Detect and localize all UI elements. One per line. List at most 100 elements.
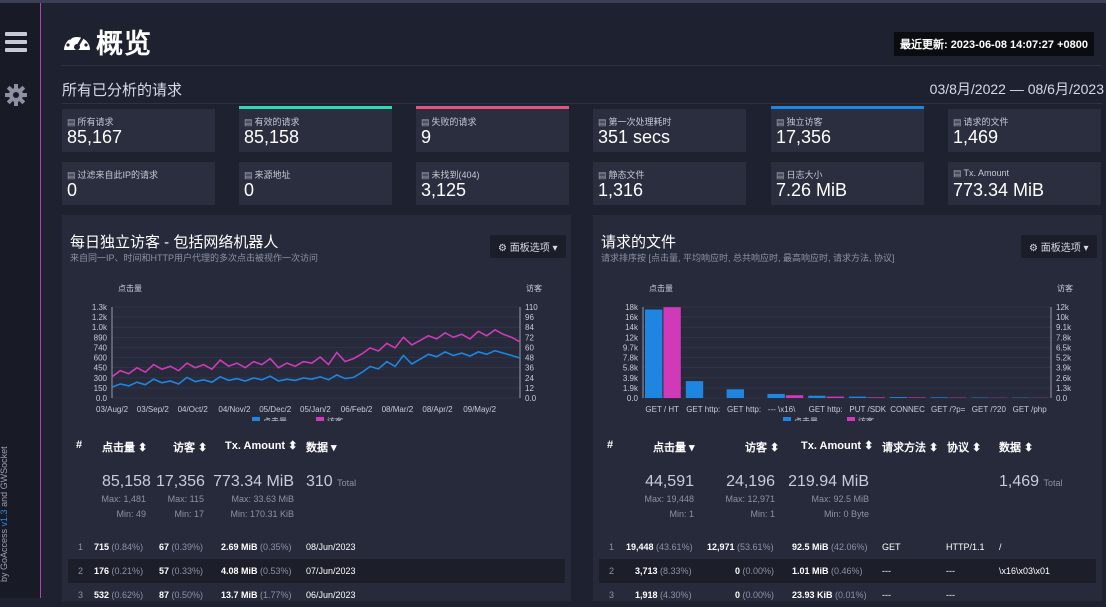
col-header-tx[interactable]: Tx. Amount ⬍ [801, 439, 873, 452]
table-row[interactable]: 2 176 (0.21%) 57 (0.33%) 4.08 MiB (0.53%… [68, 559, 565, 583]
col-header-visitors[interactable]: 访客 ⬍ [173, 439, 207, 455]
x-tick-label: 08/Mar/2 [382, 405, 414, 414]
col-header-method[interactable]: 请求方法 ⬍ [882, 439, 938, 455]
summary-tx-min: Min: 0 Byte [783, 509, 869, 519]
visitors-chart: 点击量访客1.3k1.2k1.0k8907406004503001500.011… [62, 281, 571, 421]
row-method: --- [882, 590, 891, 600]
y-axis-title: 点击量 [649, 283, 673, 293]
y-tick-label: 450 [94, 364, 108, 373]
stat-label: Tx. Amount [964, 168, 1010, 178]
overview-subtitle: 所有已分析的请求 [62, 79, 182, 100]
visitors-bar [827, 397, 844, 398]
x-tick-label: GET http: [727, 405, 761, 414]
y-tick-label: 16k [625, 313, 639, 322]
row-visitors: 12,971 (53.61%) [707, 542, 774, 552]
y-axis-title: 点击量 [118, 283, 142, 293]
y2-tick-label: 0.0 [525, 394, 537, 403]
panel-options-button[interactable]: ⚙ 面板选项 ▾ [1021, 235, 1097, 258]
stat-label: 请求的文件 [964, 117, 1009, 127]
col-header-hits[interactable]: 点击量 ▾ [653, 439, 695, 455]
stat-label: 静态文件 [609, 170, 645, 180]
legend-label-hits: 点击量 [794, 416, 818, 421]
x-tick-label: PUT /SDK [849, 405, 886, 414]
col-header-tx-label: Tx. Amount [225, 440, 285, 452]
last-updated: 最近更新: 2023-06-08 14:07:27 +0800 [894, 32, 1094, 56]
y-tick-label: 890 [94, 333, 108, 342]
table-row[interactable]: 3 532 (0.62%) 87 (0.50%) 13.7 MiB (1.77%… [68, 583, 565, 607]
legend-swatch-hits [252, 417, 260, 421]
row-visitors: 87 (0.50%) [159, 590, 203, 600]
stat-value: 0 [244, 180, 254, 201]
summary-hits: 44,591 [633, 473, 694, 491]
row-method: GET [882, 542, 901, 552]
stat-value: 7.26 MiB [776, 180, 847, 201]
panel-options-button[interactable]: ⚙ 面板选项 ▾ [490, 235, 566, 258]
visitors-panel: 每日独立访客 - 包括网络机器人 来自同一IP、时间和HTTP用户代理的多次点击… [62, 215, 571, 601]
x-tick-label: 04/Nov/2 [218, 405, 251, 414]
hits-bar [767, 394, 784, 398]
x-tick-label: GET http: [686, 405, 720, 414]
col-header-tx[interactable]: Tx. Amount ⬍ [225, 439, 297, 452]
x-tick-label: GET /?p= [931, 405, 966, 414]
table-row[interactable]: 1 19,448 (43.61%) 12,971 (53.61%) 92.5 M… [599, 535, 1096, 559]
visitors-bar [663, 307, 680, 398]
col-header-data[interactable]: 数据 ▾ [306, 439, 337, 455]
table-row[interactable]: 1 715 (0.84%) 67 (0.39%) 2.69 MiB (0.35%… [68, 535, 565, 559]
summary-visitors-min: Min: 17 [152, 509, 204, 519]
col-header-data[interactable]: 数据 ⬍ [999, 439, 1033, 455]
legend-label-visitors: 访客 [858, 416, 874, 421]
y-tick-label: 0.0 [627, 394, 639, 403]
version-link[interactable]: v1.3 [0, 509, 9, 526]
col-header-hits[interactable]: 点击量 ⬍ [102, 439, 147, 455]
y-tick-label: 14k [625, 323, 639, 332]
hits-bar [849, 397, 866, 398]
col-header-visitors[interactable]: 访客 ⬍ [745, 439, 779, 455]
legend-label-hits: 点击量 [263, 416, 287, 421]
y2-tick-label: 12k [1056, 303, 1070, 312]
hits-bar [931, 397, 948, 398]
stat-label: 独立访客 [787, 117, 823, 127]
panel-description: 来自同一IP、时间和HTTP用户代理的多次点击被视作一次访问 [70, 251, 318, 264]
y2-tick-label: 96 [525, 313, 534, 322]
gear-icon[interactable] [4, 83, 28, 107]
summary-data-suffix: Total [337, 478, 356, 488]
panel-options-label: 面板选项 [1041, 243, 1081, 254]
stat-label: 过滤来自此IP的请求 [78, 170, 159, 180]
table-row[interactable]: 2 3,713 (8.33%) 0 (0.00%) 1.01 MiB (0.46… [599, 559, 1096, 583]
col-header-index: # [76, 439, 82, 451]
stat-value: 85,158 [244, 127, 299, 148]
col-header-tx-label: Tx. Amount [801, 440, 861, 452]
stat-value: 1,469 [953, 127, 998, 148]
files-panel: 请求的文件 请求排序按 [点击量, 平均响应时, 总共响应时, 最高响应时, 请… [593, 215, 1102, 601]
table-row[interactable]: 3 1,918 (4.30%) 0 (0.00%) 23.93 KiB (0.0… [599, 583, 1096, 607]
col-header-protocol[interactable]: 协议 ⬍ [947, 439, 981, 455]
col-header-data-label: 数据 [999, 442, 1021, 454]
footer-prefix: by GoAccess [0, 529, 9, 582]
dashboard-gauge-icon [62, 28, 92, 54]
stat-label: 失败的请求 [432, 117, 477, 127]
col-header-data-label: 数据 [306, 442, 328, 454]
row-hits: 176 (0.21%) [94, 566, 143, 576]
y-tick-label: 3.9k [623, 374, 639, 383]
menu-icon[interactable] [3, 29, 29, 55]
row-hits: 19,448 (43.61%) [626, 542, 693, 552]
x-tick-label: GET / HT [645, 405, 679, 414]
y2-tick-label: 84 [525, 323, 534, 332]
x-tick-label: GET /php [1013, 405, 1048, 414]
row-protocol: --- [946, 590, 955, 600]
summary-tx-max: Max: 92.5 MiB [783, 494, 869, 504]
legend-swatch-visitors [316, 417, 324, 421]
y2-tick-label: 9.1k [1056, 323, 1072, 332]
col-header-hits-label: 点击量 [653, 442, 686, 454]
y2-tick-label: 60 [525, 343, 534, 352]
y-tick-label: 740 [94, 343, 108, 352]
hits-bar [645, 310, 662, 398]
date-range: 03/8月/2022 — 08/6月/2023 [930, 79, 1104, 99]
summary-visitors: 24,196 [715, 473, 775, 491]
stat-label: 有效的请求 [255, 117, 300, 127]
summary-hits-max: Max: 1,481 [86, 494, 146, 504]
